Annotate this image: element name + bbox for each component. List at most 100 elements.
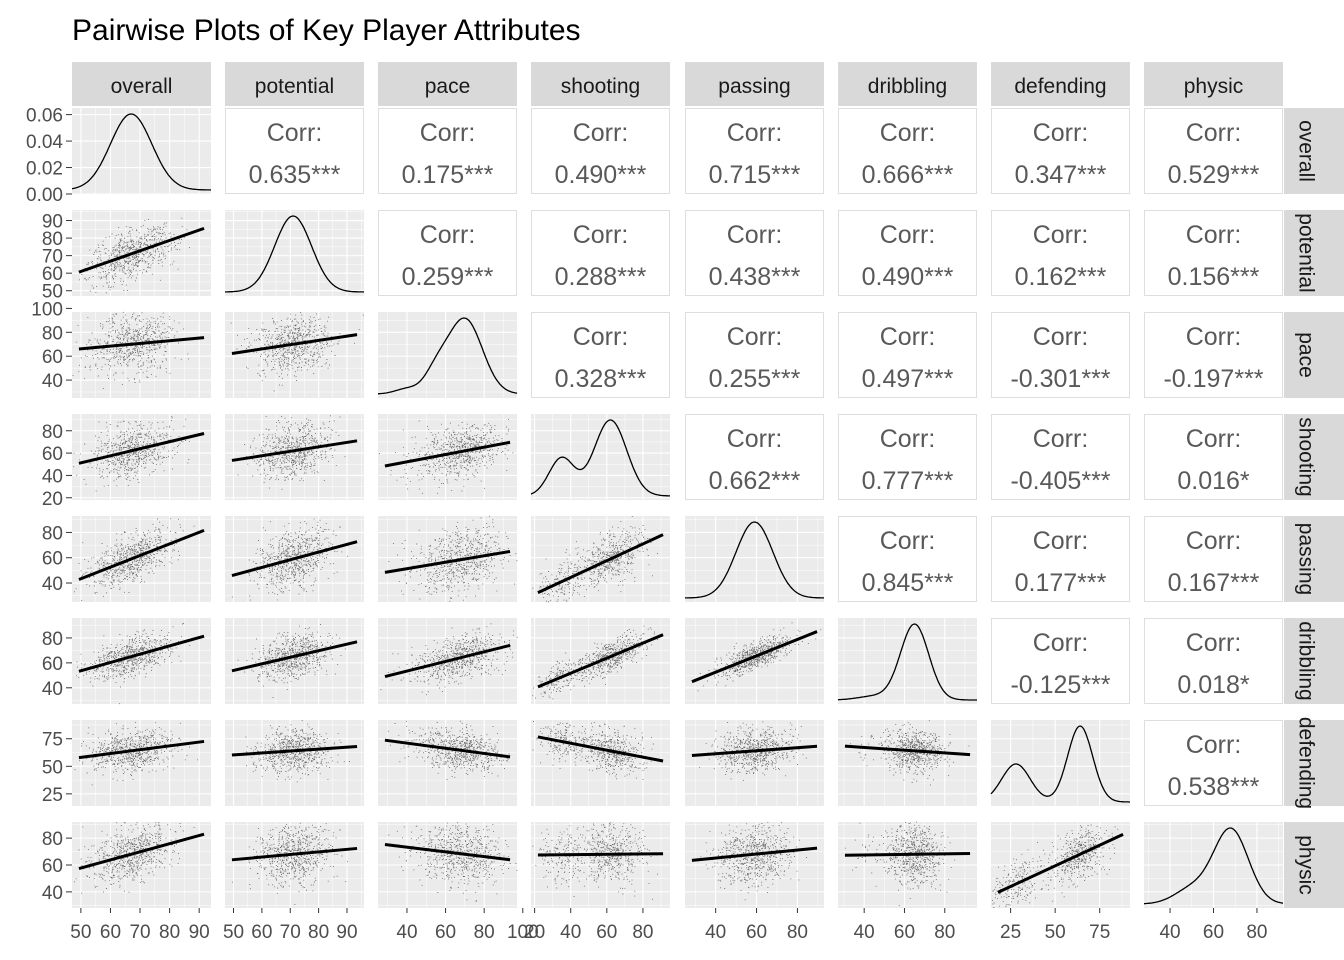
panel-background <box>531 414 670 500</box>
y-tick-label: 20 <box>42 489 63 510</box>
corr-panel-background <box>1144 108 1283 194</box>
panel-passing-pace <box>378 515 518 602</box>
panel-background <box>378 312 517 398</box>
y-tick-label: 60 <box>42 549 63 570</box>
y-tick-label: 80 <box>42 829 63 850</box>
scatter-points-defending-overall <box>74 722 199 786</box>
x-tick-label: 80 <box>1246 922 1267 943</box>
panel-potential-dribbling: Corr: 0.490*** <box>838 210 977 296</box>
x-tick-label: 40 <box>1159 922 1180 943</box>
panel-background <box>685 516 824 602</box>
fit-line-physic-potential <box>231 846 358 862</box>
panel-pace-shooting: Corr: 0.328*** <box>531 312 670 398</box>
row-strip-passing <box>1284 516 1344 602</box>
corr-label: Corr: <box>727 323 783 351</box>
corr-label: Corr: <box>880 323 936 351</box>
x-tick-label: 60 <box>596 922 617 943</box>
corr-label: Corr: <box>1186 323 1242 351</box>
corr-value: 0.438*** <box>709 263 801 291</box>
corr-value: 0.347*** <box>1015 161 1107 189</box>
y-tick-label: 80 <box>42 422 63 443</box>
y-tick-label: 60 <box>42 264 63 285</box>
panel-passing-defending: Corr: 0.177*** <box>991 516 1130 602</box>
corr-value: -0.197*** <box>1163 365 1263 393</box>
fit-line-shooting-pace <box>384 440 511 468</box>
panel-background <box>531 516 670 602</box>
y-tick-label: 25 <box>42 785 63 806</box>
panel-overall-dribbling: Corr: 0.666*** <box>838 108 977 194</box>
corr-value: 0.162*** <box>1015 263 1107 291</box>
y-tick-label: 40 <box>42 466 63 487</box>
fit-line-dribbling-passing <box>691 630 818 684</box>
corr-panel-background <box>685 312 824 398</box>
x-tick-label: 60 <box>1203 922 1224 943</box>
column-strip-label: dribbling <box>868 75 947 98</box>
chart-title: Pairwise Plots of Key Player Attributes <box>72 14 581 47</box>
panel-potential-overall <box>72 210 211 296</box>
panel-dribbling-overall <box>72 618 211 705</box>
x-tick-label: 50 <box>223 922 244 943</box>
fit-line-defending-shooting <box>537 735 664 763</box>
panel-background <box>72 720 211 806</box>
row-strip-label: dribbling <box>1295 621 1318 700</box>
x-tick-label: 60 <box>894 922 915 943</box>
y-tick-label: 80 <box>42 229 63 250</box>
corr-label: Corr: <box>1033 323 1089 351</box>
y-tick-label: 70 <box>42 247 63 268</box>
corr-value: 0.662*** <box>709 467 801 495</box>
density-curve-passing <box>685 521 824 599</box>
panel-physic-dribbling <box>838 821 977 908</box>
x-tick-label: 40 <box>854 922 875 943</box>
fit-line-passing-shooting <box>537 533 664 594</box>
corr-panel-background <box>991 516 1130 602</box>
corr-value: 0.177*** <box>1015 569 1107 597</box>
corr-value: -0.405*** <box>1010 467 1110 495</box>
corr-value: 0.715*** <box>709 161 801 189</box>
corr-value: 0.255*** <box>709 365 801 393</box>
x-tick-label: 75 <box>1089 922 1110 943</box>
corr-panel-background <box>1144 516 1283 602</box>
x-tick-label: 60 <box>100 922 121 943</box>
column-strip-label: defending <box>1014 75 1106 98</box>
panel-pace-overall <box>72 311 211 398</box>
corr-value: 0.490*** <box>862 263 954 291</box>
fit-line-defending-overall <box>78 739 205 760</box>
fit-line-shooting-overall <box>78 432 205 465</box>
y-tick-label: 0.00 <box>26 185 63 206</box>
corr-value: 0.288*** <box>555 263 647 291</box>
x-tick-label: 60 <box>746 922 767 943</box>
corr-value: 0.259*** <box>402 263 494 291</box>
corr-label: Corr: <box>573 119 629 147</box>
corr-value: 0.529*** <box>1168 161 1260 189</box>
corr-label: Corr: <box>1186 221 1242 249</box>
panel-physic-overall <box>72 822 211 908</box>
scatter-points-physic-overall <box>74 822 195 894</box>
fit-line-defending-passing <box>691 744 818 758</box>
panel-potential-passing: Corr: 0.438*** <box>685 210 824 296</box>
panel-background <box>991 720 1130 806</box>
panel-background <box>72 312 211 398</box>
y-tick-label: 60 <box>42 347 63 368</box>
y-tick-label: 0.02 <box>26 159 63 180</box>
corr-panel-background <box>838 516 977 602</box>
panel-shooting-potential <box>225 414 364 500</box>
y-tick-label: 75 <box>42 730 63 751</box>
fit-line-passing-overall <box>78 528 205 581</box>
corr-panel-background <box>991 312 1130 398</box>
row-strip-label: pace <box>1295 332 1318 378</box>
row-strips: overall potential pace shooting passing dribb… <box>1284 108 1344 908</box>
corr-value: 0.777*** <box>862 467 954 495</box>
column-strip-shooting <box>531 62 670 106</box>
panel-dribbling-shooting <box>531 618 670 704</box>
corr-value: -0.125*** <box>1010 671 1110 699</box>
fit-line-physic-passing <box>691 846 818 862</box>
fit-line-physic-shooting <box>537 852 664 857</box>
panel-potential-physic: Corr: 0.156*** <box>1144 210 1283 296</box>
corr-panel-background <box>1144 210 1283 296</box>
corr-panel-background <box>991 210 1130 296</box>
corr-label: Corr: <box>573 323 629 351</box>
y-tick-label: 100 <box>31 299 63 320</box>
row-strip-physic <box>1284 822 1344 908</box>
fit-line-pace-overall <box>78 336 205 351</box>
y-tick-label: 60 <box>42 654 63 675</box>
